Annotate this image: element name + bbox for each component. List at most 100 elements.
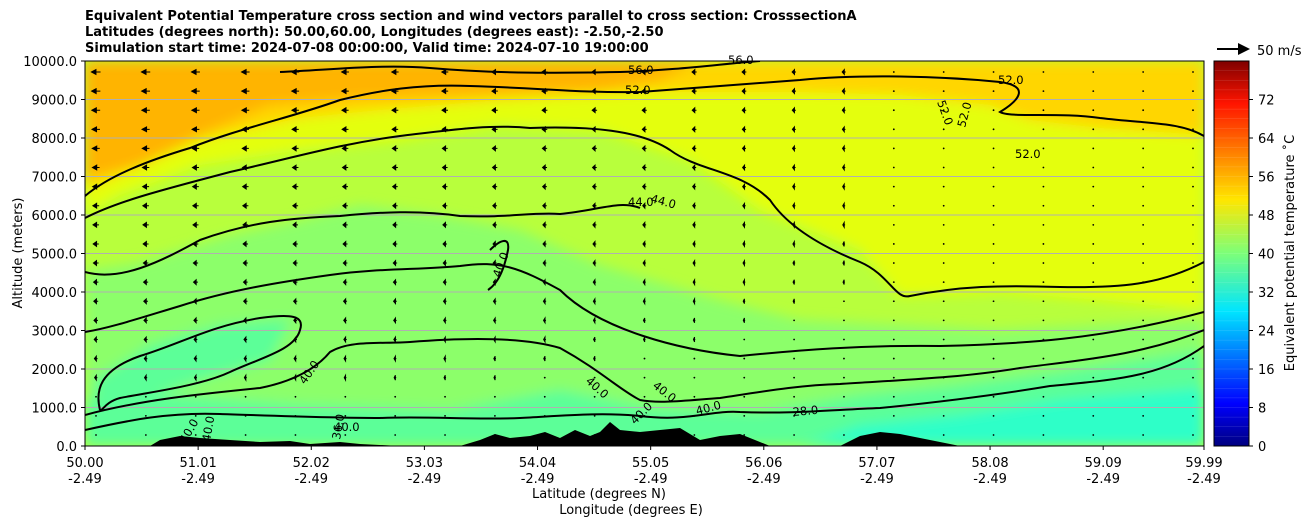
x-tick-label-lat: 59.09: [1085, 456, 1122, 471]
wind-vector: [491, 144, 498, 152]
wind-vector: [1192, 434, 1194, 436]
contour-label: 40.0: [694, 398, 722, 418]
wind-vector: [543, 376, 546, 379]
wind-vector: [1042, 185, 1045, 188]
wind-vector: [691, 125, 697, 133]
wind-vector: [1192, 376, 1194, 379]
wind-vector: [141, 183, 150, 190]
y-tick-label: 7000.0: [32, 171, 78, 186]
wind-vector: [793, 414, 795, 417]
wind-vector: [642, 240, 647, 248]
wind-vector: [742, 182, 746, 191]
contour-label-group: 56.0 56.0 52.0 52.0 52.0 52.0 52.0 44.0 …: [176, 53, 1040, 446]
quiver-key: 50 m/s: [1217, 43, 1302, 59]
wind-vector: [193, 316, 198, 325]
wind-vector: [1042, 166, 1045, 169]
wind-vector: [542, 221, 547, 229]
wind-vector: [841, 68, 846, 76]
colorbar-tick-label: 8: [1258, 402, 1266, 417]
wind-vector: [643, 414, 646, 417]
wind-vector: [240, 87, 250, 95]
contour-label: 40.0: [334, 420, 360, 434]
wind-vector: [292, 259, 298, 267]
wind-vector: [1042, 281, 1045, 284]
x-tick-label-lon: -2.49: [408, 472, 442, 487]
wind-vector: [242, 297, 248, 305]
x-tick-label-lat: 56.06: [745, 456, 782, 471]
wind-vector: [741, 163, 746, 172]
wind-vector: [293, 373, 297, 382]
wind-vector: [892, 128, 895, 131]
wind-vector: [1092, 395, 1095, 398]
wind-vector: [1042, 338, 1045, 341]
wind-vector: [490, 68, 498, 76]
wind-vector: [393, 316, 397, 325]
wind-vector: [441, 164, 448, 171]
y-tick-label: 2000.0: [32, 363, 78, 378]
wind-vector: [1142, 204, 1145, 207]
wind-vector: [1042, 128, 1045, 131]
wind-vector: [342, 278, 348, 286]
wind-vector: [892, 109, 895, 112]
wind-vector: [592, 316, 596, 325]
wind-vector: [641, 87, 647, 95]
wind-vector: [592, 240, 597, 248]
wind-vector: [393, 375, 397, 381]
wind-vector: [942, 223, 945, 226]
wind-vector: [342, 240, 348, 248]
wind-vector: [642, 202, 647, 210]
wind-vector: [290, 68, 300, 76]
wind-vector: [843, 395, 845, 398]
wind-vector: [442, 259, 447, 267]
wind-vector: [642, 297, 646, 306]
wind-vector: [791, 106, 796, 114]
wind-vector: [842, 220, 846, 230]
wind-vector: [543, 355, 546, 362]
wind-vector: [842, 241, 846, 247]
wind-vector: [93, 297, 99, 305]
wind-vector: [992, 300, 995, 303]
wind-vector: [293, 354, 297, 363]
wind-vector: [1042, 223, 1045, 226]
wind-vector: [592, 278, 597, 287]
wind-vector: [942, 281, 945, 284]
wind-vector: [142, 240, 149, 248]
wind-vector: [493, 335, 497, 344]
contour-label: 56.0: [628, 63, 654, 77]
wind-vector: [543, 434, 546, 436]
wind-vector: [992, 434, 995, 436]
wind-vector: [843, 376, 845, 379]
wind-vector: [693, 395, 696, 398]
wind-vector: [942, 128, 945, 131]
wind-vector: [440, 68, 449, 76]
wind-vector: [343, 335, 347, 344]
wind-vector: [492, 297, 497, 306]
wind-vector: [293, 335, 297, 344]
wind-vector: [143, 316, 148, 325]
wind-vector: [392, 240, 398, 248]
wind-vector: [342, 259, 348, 267]
wind-vector: [791, 87, 796, 95]
contour-label: 44.0: [649, 191, 677, 211]
wind-vector: [1192, 319, 1194, 322]
wind-vector: [492, 240, 497, 248]
wind-vector: [942, 109, 945, 112]
wind-vector: [241, 183, 249, 190]
wind-vector: [1042, 357, 1045, 360]
wind-vector: [1092, 185, 1095, 188]
wind-vector: [192, 259, 199, 267]
wind-vector: [793, 338, 795, 341]
wind-vector: [144, 414, 147, 417]
contour-48: [85, 125, 1204, 298]
field-region-32: [800, 388, 1204, 446]
wind-vector: [942, 90, 945, 93]
wind-vector: [592, 202, 597, 210]
y-tick-label: 8000.0: [32, 132, 78, 147]
wind-vector: [592, 259, 597, 267]
wind-vector: [942, 204, 945, 207]
contour-lines: [85, 61, 1204, 431]
wind-vector: [1192, 128, 1194, 131]
colorbar-tick-label: 24: [1258, 325, 1275, 340]
wind-vector: [340, 68, 349, 76]
